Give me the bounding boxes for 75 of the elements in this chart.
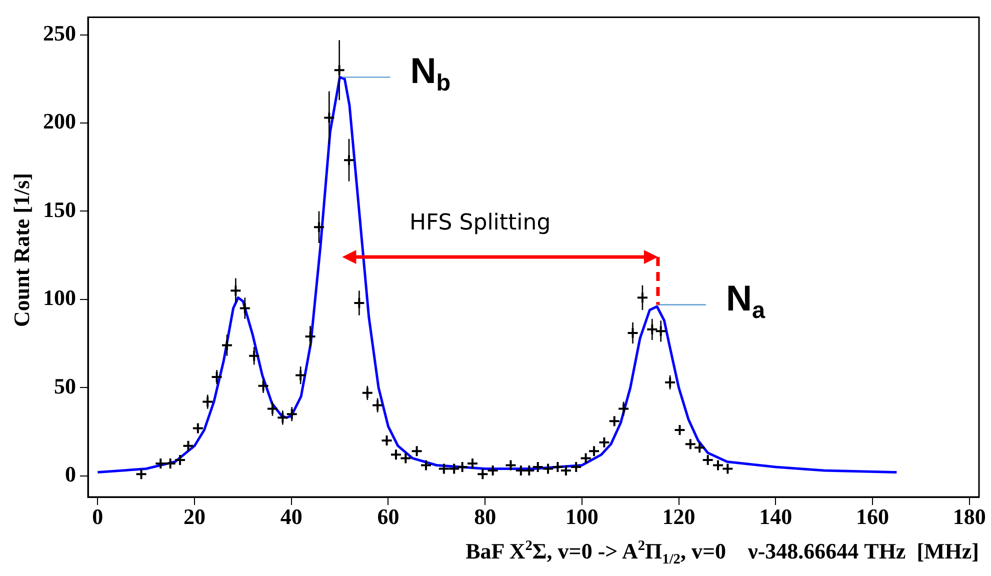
point [466, 457, 478, 470]
point [608, 415, 620, 428]
point [154, 457, 167, 470]
point [674, 424, 686, 436]
x-tick-label: 180 [952, 504, 986, 529]
point [410, 445, 423, 458]
x-tick-label: 40 [280, 504, 302, 529]
point [400, 452, 412, 464]
point [532, 461, 544, 474]
point [684, 438, 696, 450]
point [570, 461, 582, 474]
point [646, 323, 658, 336]
y-tick-label: 100 [43, 285, 76, 310]
point [164, 457, 176, 470]
point [312, 221, 325, 234]
point [390, 448, 402, 461]
point [420, 459, 432, 472]
point [664, 376, 676, 388]
point [192, 422, 204, 434]
point [588, 445, 600, 458]
point [486, 464, 499, 477]
point [361, 386, 374, 399]
x-tick-label: 20 [184, 504, 206, 529]
point [636, 292, 648, 304]
point [702, 454, 714, 466]
point [448, 462, 460, 475]
point [238, 302, 251, 314]
x-tick-label: 120 [662, 504, 696, 529]
x-tick-label: 100 [565, 504, 598, 529]
y-tick-label: 0 [65, 462, 76, 487]
point [476, 468, 489, 480]
point [286, 408, 298, 420]
point [598, 436, 610, 448]
point [456, 461, 468, 474]
point [220, 339, 233, 352]
point [135, 468, 148, 480]
point [230, 284, 242, 297]
point [333, 64, 346, 76]
x-tick-label: 60 [377, 504, 400, 529]
x-tick-label: 80 [474, 504, 496, 529]
point [294, 369, 307, 382]
x-tick-label: 140 [759, 504, 792, 529]
point [257, 380, 270, 392]
x-tick-label: 160 [856, 504, 889, 529]
point [202, 396, 214, 408]
point [182, 440, 194, 452]
annotation: HFS Splitting [409, 210, 551, 236]
point [343, 154, 356, 166]
x-axis-title: BaF X$^{2}$Σ, v=0 -> A$^{2}$Π$_{1/2}$, v=0 ν-348.66644 THz [MHz] [466, 538, 979, 569]
point [618, 402, 630, 415]
point [380, 434, 393, 447]
point [654, 325, 667, 338]
point [712, 459, 724, 472]
point [438, 462, 450, 475]
point [174, 454, 186, 466]
y-tick-label: 200 [43, 108, 76, 134]
point [722, 462, 734, 475]
point [210, 371, 223, 384]
point [694, 442, 706, 454]
point [626, 326, 639, 339]
point [248, 350, 260, 362]
point [504, 459, 517, 472]
y-tick-label: 250 [43, 20, 76, 46]
y-axis-title: Count Rate [1/s] [9, 173, 35, 327]
point [276, 412, 289, 424]
point [323, 112, 336, 124]
y-tick-label: 50 [54, 373, 76, 398]
point [542, 462, 554, 475]
point [353, 296, 366, 309]
point [304, 330, 316, 342]
y-tick-label: 150 [43, 196, 76, 222]
point [580, 452, 592, 464]
point [372, 399, 384, 412]
point [266, 402, 278, 415]
x-tick-label: 0 [92, 504, 104, 529]
